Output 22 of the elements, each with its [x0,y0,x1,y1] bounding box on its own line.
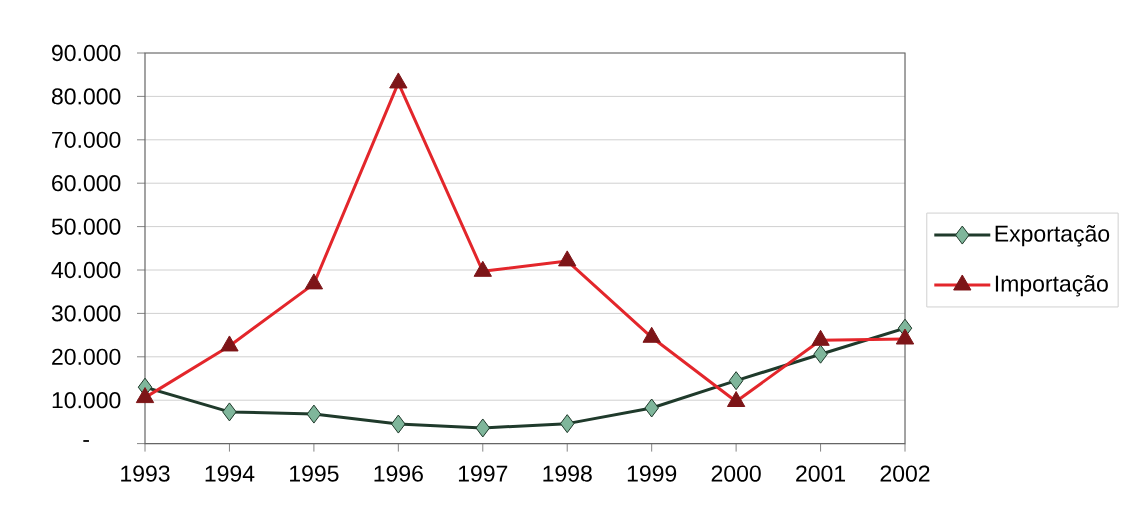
y-tick-label: 50.000 [51,218,121,235]
x-tick-label: 1994 [205,465,255,482]
legend-label: Importação [995,275,1108,297]
y-tick-label: - [83,440,89,442]
y-tick-label: 40.000 [51,261,121,279]
x-tick-label: 1993 [121,465,170,482]
y-tick-label: 80.000 [51,88,121,105]
y-tick-label: 20.000 [52,348,121,365]
x-tick-label: 2002 [880,465,930,482]
x-tick-label: 1995 [290,465,339,482]
legend-label: Exportação [995,225,1110,247]
x-tick-label: 1996 [374,465,423,482]
y-tick-label: 30.000 [51,305,121,322]
x-tick-label: 1999 [627,465,677,482]
y-tick-label: 10.000 [52,392,121,409]
x-tick-label: 2000 [711,465,761,482]
x-tick-label: 1998 [543,465,592,482]
y-tick-label: 90.000 [52,44,121,62]
x-tick-label: 1997 [458,465,508,482]
y-tick-label: 60.000 [52,175,121,192]
y-tick-label: 70.000 [52,131,121,148]
x-tick-label: 2001 [796,465,846,482]
